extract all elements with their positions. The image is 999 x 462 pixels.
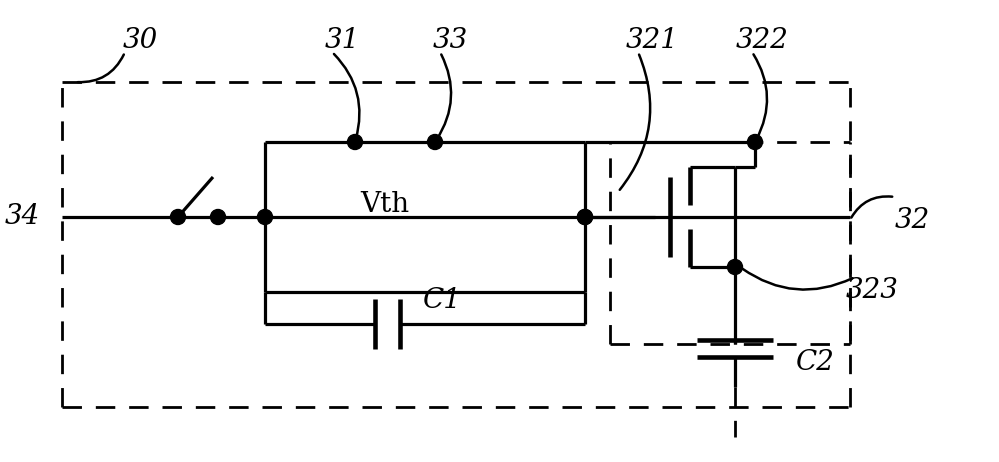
- Text: 32: 32: [894, 207, 930, 233]
- Circle shape: [348, 134, 363, 150]
- Text: Vth: Vth: [361, 190, 410, 218]
- Circle shape: [211, 209, 226, 225]
- Text: 31: 31: [325, 26, 360, 54]
- Circle shape: [428, 134, 443, 150]
- Circle shape: [577, 209, 592, 225]
- Circle shape: [577, 209, 592, 225]
- Circle shape: [171, 209, 186, 225]
- Text: C1: C1: [423, 286, 462, 314]
- Circle shape: [258, 209, 273, 225]
- Text: C2: C2: [795, 348, 834, 376]
- Text: 33: 33: [433, 26, 468, 54]
- Text: 322: 322: [735, 26, 788, 54]
- Text: 30: 30: [122, 26, 158, 54]
- Circle shape: [727, 260, 742, 274]
- Text: 321: 321: [625, 26, 678, 54]
- Text: 34: 34: [4, 203, 40, 231]
- Text: 323: 323: [845, 276, 898, 304]
- Circle shape: [747, 134, 762, 150]
